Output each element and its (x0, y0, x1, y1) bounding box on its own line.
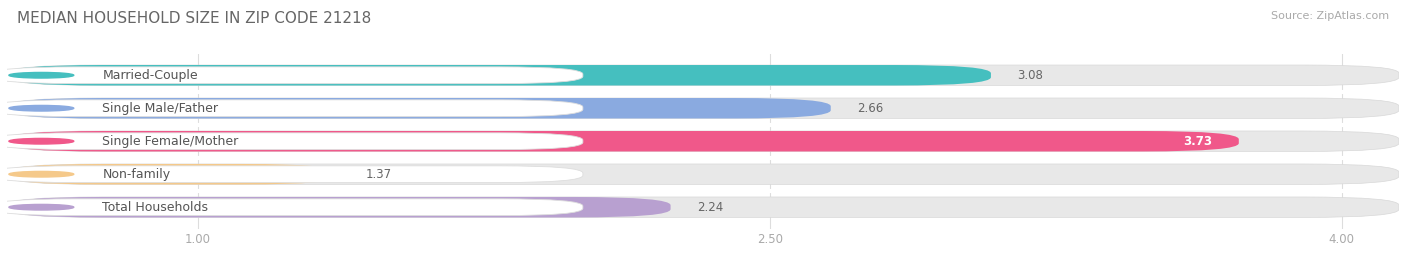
Text: 2.66: 2.66 (858, 102, 884, 115)
Circle shape (8, 171, 73, 177)
FancyBboxPatch shape (0, 67, 583, 84)
FancyBboxPatch shape (7, 65, 991, 86)
Text: 3.08: 3.08 (1018, 69, 1043, 82)
FancyBboxPatch shape (7, 197, 671, 217)
FancyBboxPatch shape (7, 65, 1399, 86)
Circle shape (8, 105, 73, 111)
Text: Total Households: Total Households (103, 201, 208, 214)
Circle shape (8, 72, 73, 78)
Text: MEDIAN HOUSEHOLD SIZE IN ZIP CODE 21218: MEDIAN HOUSEHOLD SIZE IN ZIP CODE 21218 (17, 11, 371, 26)
FancyBboxPatch shape (7, 164, 339, 185)
Text: 3.73: 3.73 (1182, 135, 1212, 148)
FancyBboxPatch shape (7, 98, 1399, 118)
FancyBboxPatch shape (0, 166, 583, 183)
FancyBboxPatch shape (0, 133, 583, 150)
Text: 1.37: 1.37 (366, 168, 392, 181)
FancyBboxPatch shape (7, 197, 1399, 217)
FancyBboxPatch shape (0, 100, 583, 117)
Text: Single Male/Father: Single Male/Father (103, 102, 218, 115)
FancyBboxPatch shape (0, 199, 583, 215)
FancyBboxPatch shape (7, 131, 1399, 151)
Circle shape (8, 139, 73, 144)
Text: Non-family: Non-family (103, 168, 170, 181)
Text: Married-Couple: Married-Couple (103, 69, 198, 82)
FancyBboxPatch shape (7, 98, 831, 118)
FancyBboxPatch shape (7, 164, 1399, 185)
Text: 2.24: 2.24 (697, 201, 724, 214)
FancyBboxPatch shape (7, 131, 1239, 151)
Circle shape (8, 204, 73, 210)
Text: Single Female/Mother: Single Female/Mother (103, 135, 239, 148)
Text: Source: ZipAtlas.com: Source: ZipAtlas.com (1271, 11, 1389, 21)
